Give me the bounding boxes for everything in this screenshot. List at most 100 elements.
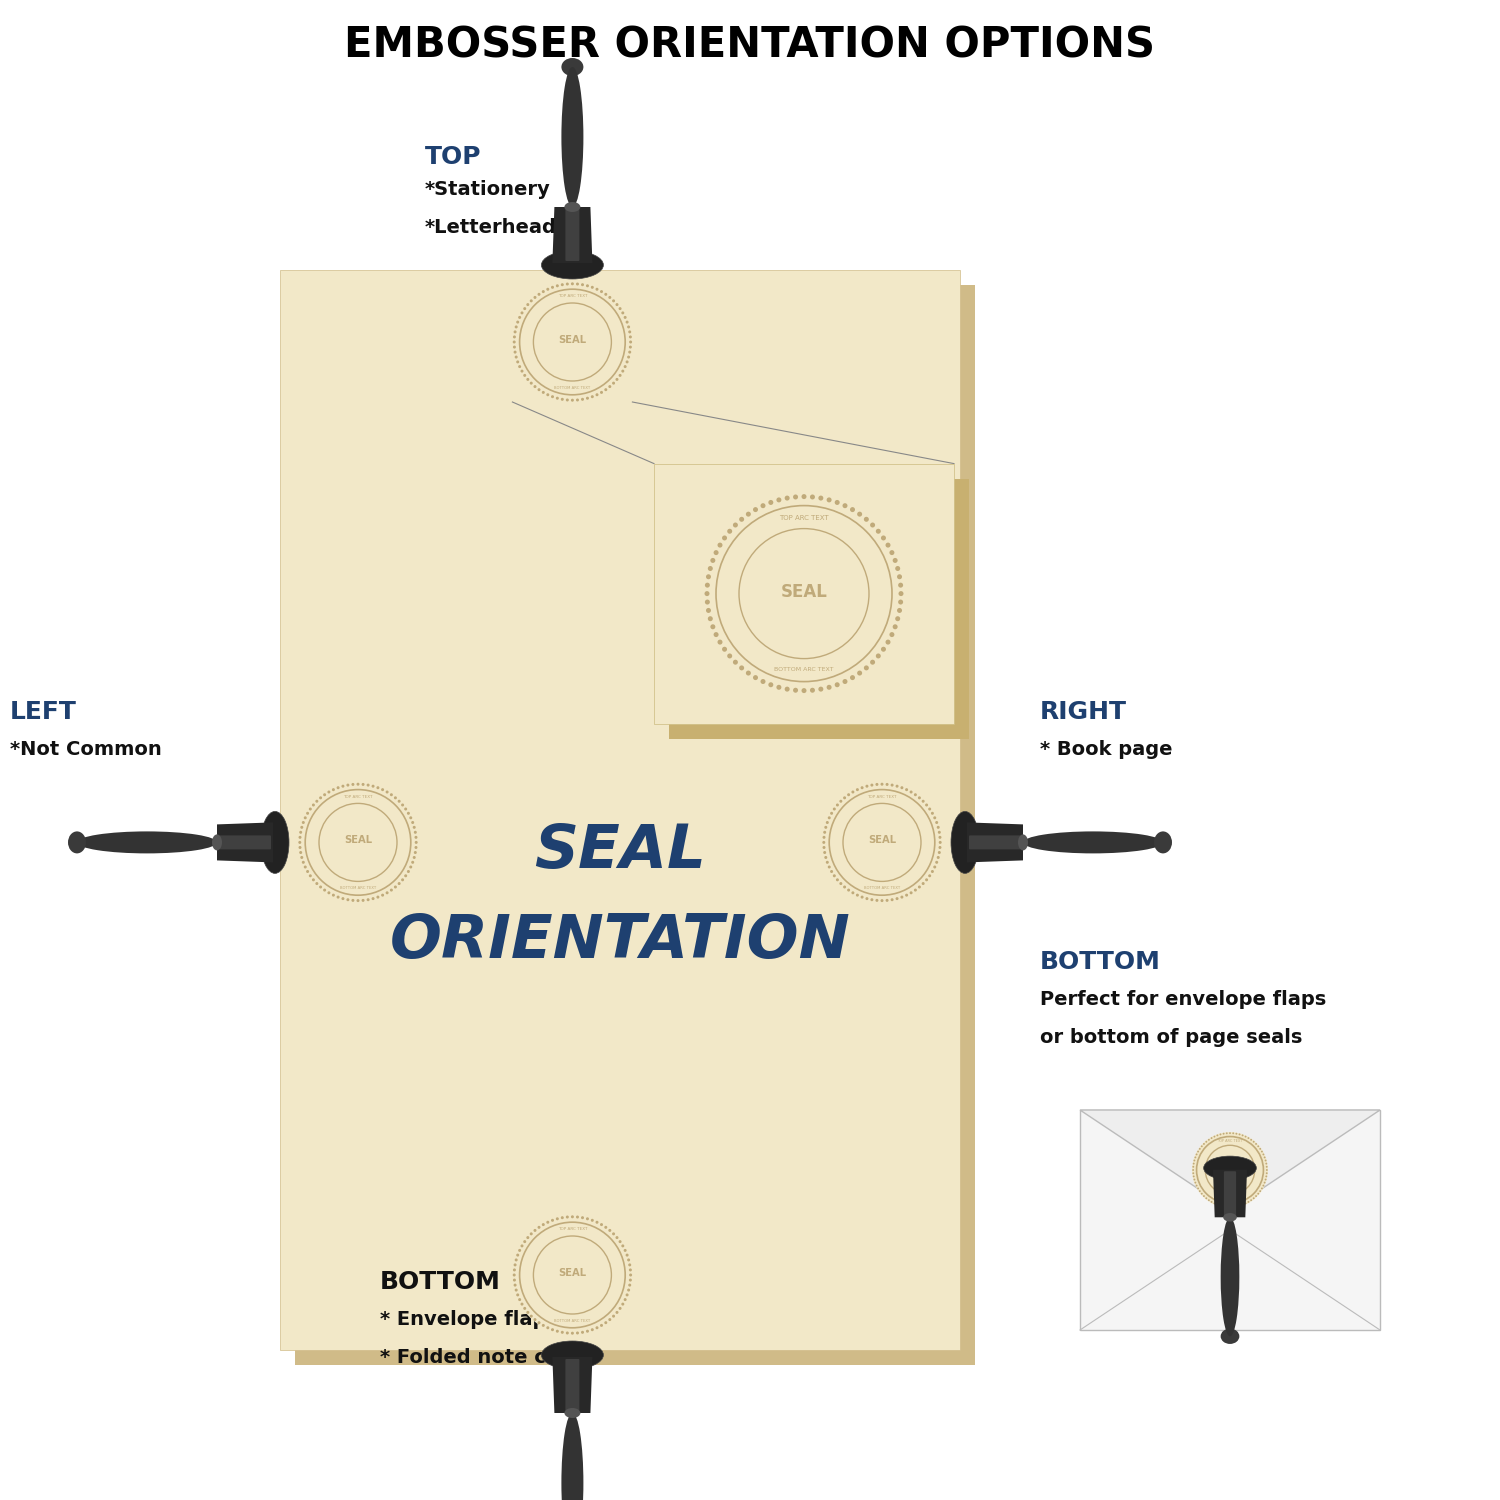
Circle shape bbox=[810, 495, 814, 500]
Circle shape bbox=[546, 393, 549, 396]
Circle shape bbox=[1233, 1206, 1234, 1208]
FancyBboxPatch shape bbox=[1224, 1172, 1236, 1215]
Circle shape bbox=[876, 528, 880, 534]
Ellipse shape bbox=[1221, 1329, 1239, 1344]
FancyBboxPatch shape bbox=[566, 209, 579, 261]
Text: BOTTOM ARC TEXT: BOTTOM ARC TEXT bbox=[555, 1318, 591, 1323]
Circle shape bbox=[327, 790, 330, 794]
Circle shape bbox=[921, 800, 924, 802]
Circle shape bbox=[572, 282, 574, 285]
Circle shape bbox=[628, 1269, 632, 1272]
Circle shape bbox=[932, 870, 934, 873]
Circle shape bbox=[801, 494, 807, 500]
Circle shape bbox=[777, 686, 782, 690]
Circle shape bbox=[827, 821, 830, 824]
Circle shape bbox=[914, 794, 916, 796]
Circle shape bbox=[1203, 1196, 1204, 1197]
Circle shape bbox=[372, 784, 375, 788]
Circle shape bbox=[315, 800, 318, 802]
Circle shape bbox=[897, 608, 902, 613]
Circle shape bbox=[768, 682, 774, 687]
Circle shape bbox=[870, 898, 873, 902]
Circle shape bbox=[524, 308, 526, 310]
Ellipse shape bbox=[561, 58, 584, 76]
Circle shape bbox=[880, 646, 886, 651]
Circle shape bbox=[1263, 1182, 1266, 1184]
Circle shape bbox=[825, 827, 828, 830]
Ellipse shape bbox=[951, 812, 980, 873]
Circle shape bbox=[596, 288, 598, 291]
Circle shape bbox=[847, 888, 850, 891]
Ellipse shape bbox=[561, 1413, 584, 1500]
Circle shape bbox=[537, 1322, 540, 1324]
Circle shape bbox=[398, 800, 400, 802]
Circle shape bbox=[928, 807, 932, 810]
Circle shape bbox=[932, 812, 934, 814]
Circle shape bbox=[836, 804, 839, 807]
FancyBboxPatch shape bbox=[969, 836, 1022, 849]
Ellipse shape bbox=[561, 68, 584, 207]
Circle shape bbox=[1257, 1192, 1258, 1194]
Circle shape bbox=[327, 891, 330, 894]
Circle shape bbox=[1239, 1204, 1240, 1206]
Circle shape bbox=[513, 1284, 516, 1287]
Circle shape bbox=[819, 495, 824, 501]
Circle shape bbox=[834, 682, 840, 687]
Polygon shape bbox=[1214, 1170, 1246, 1218]
Circle shape bbox=[938, 850, 940, 853]
Circle shape bbox=[1245, 1203, 1246, 1204]
Circle shape bbox=[856, 670, 862, 675]
Circle shape bbox=[1266, 1166, 1268, 1167]
Circle shape bbox=[298, 846, 302, 849]
Circle shape bbox=[856, 788, 859, 790]
Circle shape bbox=[362, 783, 364, 786]
Circle shape bbox=[526, 1236, 530, 1239]
Circle shape bbox=[933, 816, 936, 819]
Circle shape bbox=[914, 888, 916, 891]
Circle shape bbox=[513, 345, 516, 348]
Text: LEFT: LEFT bbox=[10, 700, 76, 724]
Circle shape bbox=[357, 898, 360, 902]
Circle shape bbox=[708, 616, 712, 621]
Circle shape bbox=[1194, 1179, 1196, 1180]
Circle shape bbox=[850, 675, 855, 680]
Circle shape bbox=[1220, 1204, 1221, 1206]
Circle shape bbox=[861, 786, 864, 789]
Circle shape bbox=[604, 292, 608, 296]
Circle shape bbox=[624, 364, 627, 368]
Circle shape bbox=[828, 816, 831, 819]
Circle shape bbox=[596, 1326, 598, 1329]
Circle shape bbox=[615, 1311, 618, 1314]
Circle shape bbox=[626, 321, 628, 324]
Circle shape bbox=[534, 1228, 537, 1232]
Circle shape bbox=[526, 1311, 530, 1314]
Circle shape bbox=[366, 898, 369, 902]
Circle shape bbox=[810, 687, 814, 693]
Text: SEAL: SEAL bbox=[868, 836, 895, 846]
Circle shape bbox=[320, 885, 322, 888]
Circle shape bbox=[746, 670, 752, 675]
Circle shape bbox=[612, 1314, 615, 1317]
Circle shape bbox=[600, 392, 603, 394]
Text: TOP ARC TEXT: TOP ARC TEXT bbox=[558, 1227, 586, 1232]
Text: SEAL: SEAL bbox=[534, 822, 706, 880]
Circle shape bbox=[1214, 1203, 1215, 1204]
Circle shape bbox=[892, 624, 897, 630]
Circle shape bbox=[520, 1245, 524, 1248]
Circle shape bbox=[394, 885, 398, 888]
Text: TOP ARC TEXT: TOP ARC TEXT bbox=[867, 795, 897, 800]
Circle shape bbox=[556, 1329, 560, 1332]
Circle shape bbox=[1258, 1148, 1262, 1150]
Circle shape bbox=[628, 345, 632, 348]
Circle shape bbox=[312, 804, 315, 807]
Text: SEAL: SEAL bbox=[558, 1268, 586, 1278]
Circle shape bbox=[824, 850, 827, 853]
Circle shape bbox=[514, 1258, 517, 1262]
Circle shape bbox=[885, 898, 888, 902]
Circle shape bbox=[615, 378, 618, 381]
Circle shape bbox=[530, 381, 532, 384]
Circle shape bbox=[711, 624, 716, 630]
Circle shape bbox=[400, 879, 404, 882]
Circle shape bbox=[876, 898, 879, 902]
Circle shape bbox=[400, 804, 404, 807]
